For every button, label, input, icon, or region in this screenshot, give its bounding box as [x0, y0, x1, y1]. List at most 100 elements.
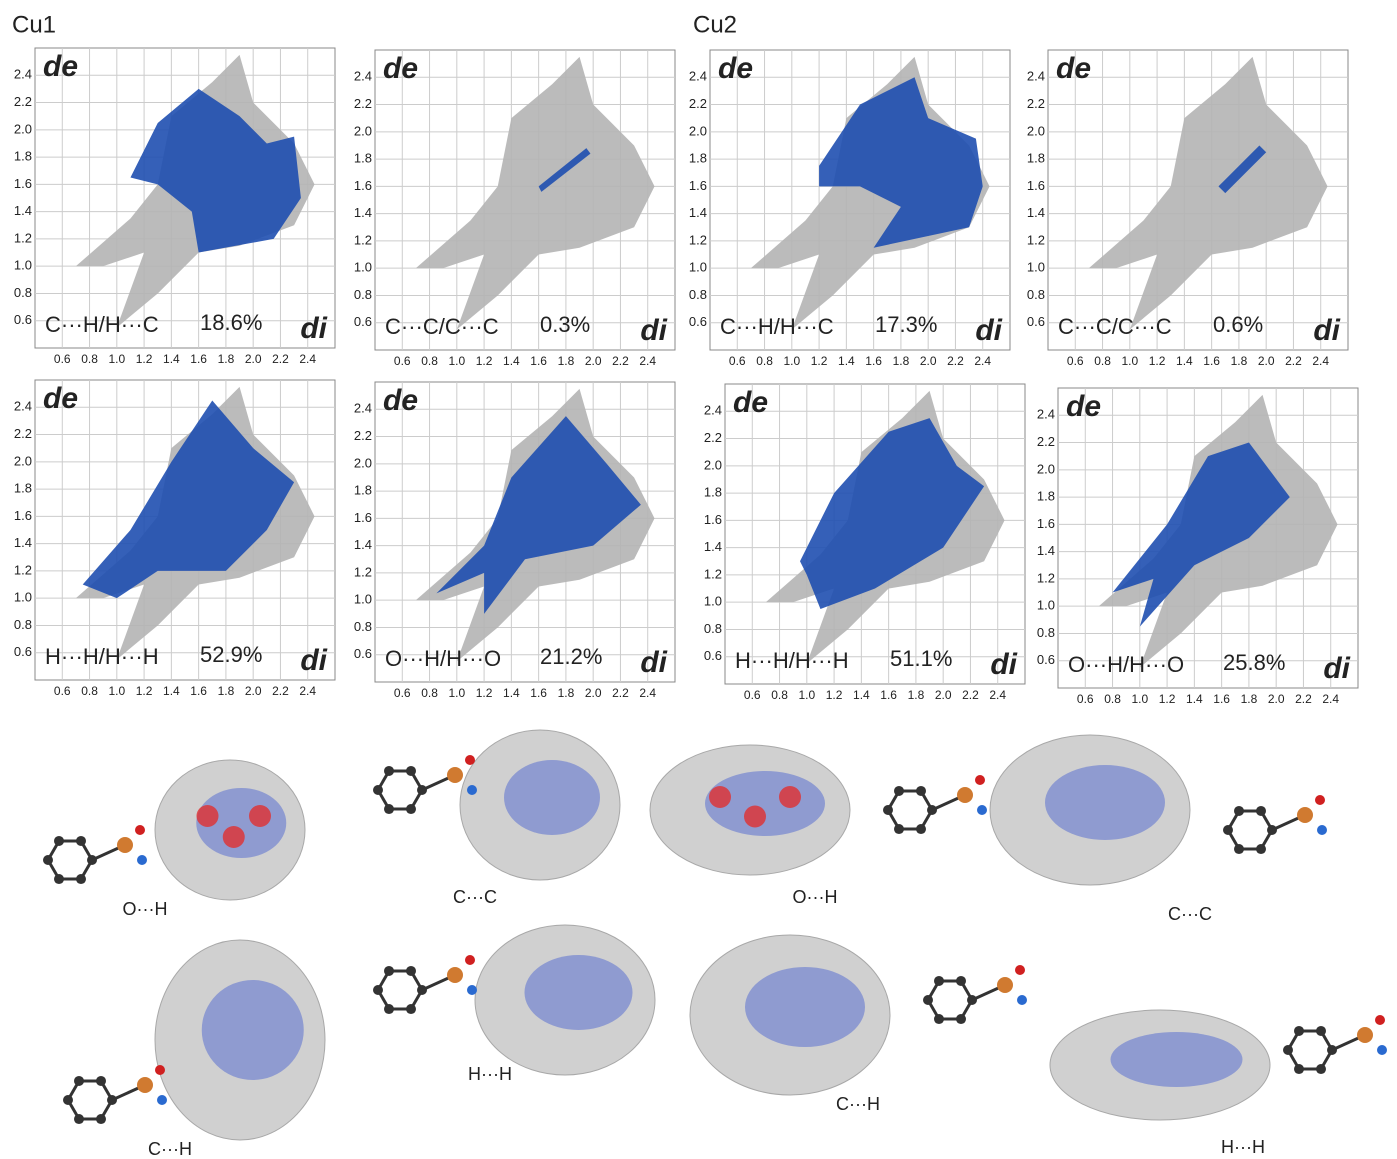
atom-n	[1317, 825, 1327, 835]
x-tick-label: 1.6	[880, 688, 897, 702]
y-tick-label: 1.4	[14, 203, 32, 218]
x-tick-label: 1.8	[218, 684, 235, 698]
x-tick-label: 1.2	[136, 352, 153, 366]
x-tick-label: 0.6	[54, 684, 71, 698]
y-tick-label: 1.0	[354, 260, 372, 275]
axis-label-de: de	[1056, 52, 1091, 85]
x-tick-label: 1.0	[798, 688, 815, 702]
y-tick-label: 2.4	[14, 67, 32, 82]
atom	[54, 836, 64, 846]
atom-cu	[957, 787, 973, 803]
x-tick-label: 2.2	[962, 688, 979, 702]
x-tick-label: 0.8	[421, 686, 438, 700]
y-tick-label: 2.2	[1037, 434, 1055, 449]
atom	[384, 766, 394, 776]
x-tick-label: 1.4	[853, 688, 870, 702]
x-tick-label: 1.0	[1121, 354, 1138, 368]
atom	[956, 1014, 966, 1024]
contact-percent: 18.6%	[200, 310, 262, 335]
x-tick-label: 2.4	[299, 352, 316, 366]
y-tick-label: 1.2	[14, 562, 32, 577]
surface-spot	[779, 786, 801, 808]
x-tick-label: 2.4	[639, 354, 656, 368]
surface-label: C···H	[148, 1139, 192, 1159]
y-tick-label: 2.4	[1027, 69, 1045, 84]
x-tick-label: 1.6	[530, 354, 547, 368]
y-tick-label: 1.0	[14, 590, 32, 605]
atom	[76, 874, 86, 884]
surface-label: O···H	[123, 899, 168, 919]
x-tick-label: 1.8	[908, 688, 925, 702]
y-tick-label: 1.0	[704, 594, 722, 609]
y-tick-label: 1.4	[704, 539, 722, 554]
atom	[76, 836, 86, 846]
atom	[894, 786, 904, 796]
y-tick-label: 1.8	[704, 485, 722, 500]
y-tick-label: 1.2	[1037, 570, 1055, 585]
y-tick-label: 0.8	[689, 287, 707, 302]
x-tick-label: 0.6	[1067, 354, 1084, 368]
x-tick-label: 1.0	[783, 354, 800, 368]
surface-label: C···C	[453, 887, 497, 907]
x-tick-label: 1.8	[893, 354, 910, 368]
axis-label-de: de	[383, 384, 418, 417]
y-tick-label: 1.0	[689, 260, 707, 275]
surface-patch	[202, 980, 304, 1080]
contact-label: O···H/H···O	[385, 646, 501, 671]
y-tick-label: 2.0	[1037, 461, 1055, 476]
x-tick-label: 2.0	[245, 684, 262, 698]
atom	[384, 1004, 394, 1014]
x-tick-label: 0.8	[81, 684, 98, 698]
atom-o	[465, 755, 475, 765]
atom-n	[1017, 995, 1027, 1005]
atom	[956, 976, 966, 986]
x-tick-label: 1.6	[1203, 354, 1220, 368]
y-tick-label: 2.0	[354, 455, 372, 470]
y-tick-label: 0.8	[704, 621, 722, 636]
surface-spot	[197, 805, 219, 827]
x-tick-label: 0.6	[744, 688, 761, 702]
y-tick-label: 1.2	[704, 566, 722, 581]
contact-label: H···H/H···H	[735, 648, 849, 673]
surface-patch	[1111, 1032, 1243, 1087]
atom	[54, 874, 64, 884]
surface-spot	[744, 806, 766, 828]
y-tick-label: 1.8	[354, 151, 372, 166]
atom	[384, 966, 394, 976]
axis-label-di: di	[640, 314, 667, 347]
atom	[406, 966, 416, 976]
x-tick-label: 2.2	[612, 354, 629, 368]
axis-label-di: di	[640, 646, 667, 679]
atom	[916, 786, 926, 796]
atom	[74, 1114, 84, 1124]
x-tick-label: 0.6	[394, 686, 411, 700]
contact-label: C···H/H···C	[720, 314, 834, 339]
y-tick-label: 1.0	[1027, 260, 1045, 275]
atom	[43, 855, 53, 865]
y-tick-label: 1.0	[354, 592, 372, 607]
atom	[883, 805, 893, 815]
x-tick-label: 1.4	[838, 354, 855, 368]
y-tick-label: 0.8	[14, 617, 32, 632]
x-tick-label: 2.4	[639, 686, 656, 700]
atom	[916, 824, 926, 834]
atom	[1234, 844, 1244, 854]
y-tick-label: 1.6	[1037, 516, 1055, 531]
axis-label-di: di	[300, 644, 327, 677]
surface-label: H···H	[468, 1064, 512, 1084]
surface-patch	[525, 955, 633, 1030]
atom	[96, 1076, 106, 1086]
y-tick-label: 1.4	[1027, 205, 1045, 220]
axis-label-de: de	[43, 50, 78, 83]
surface-label: C···C	[1168, 904, 1212, 924]
atom-o	[1375, 1015, 1385, 1025]
y-tick-label: 0.8	[1027, 287, 1045, 302]
y-tick-label: 1.4	[354, 205, 372, 220]
y-tick-label: 1.8	[354, 483, 372, 498]
atom	[1256, 806, 1266, 816]
x-tick-label: 1.0	[1131, 692, 1148, 706]
x-tick-label: 1.0	[108, 352, 125, 366]
atom	[74, 1076, 84, 1086]
atom	[934, 976, 944, 986]
y-tick-label: 1.6	[14, 508, 32, 523]
